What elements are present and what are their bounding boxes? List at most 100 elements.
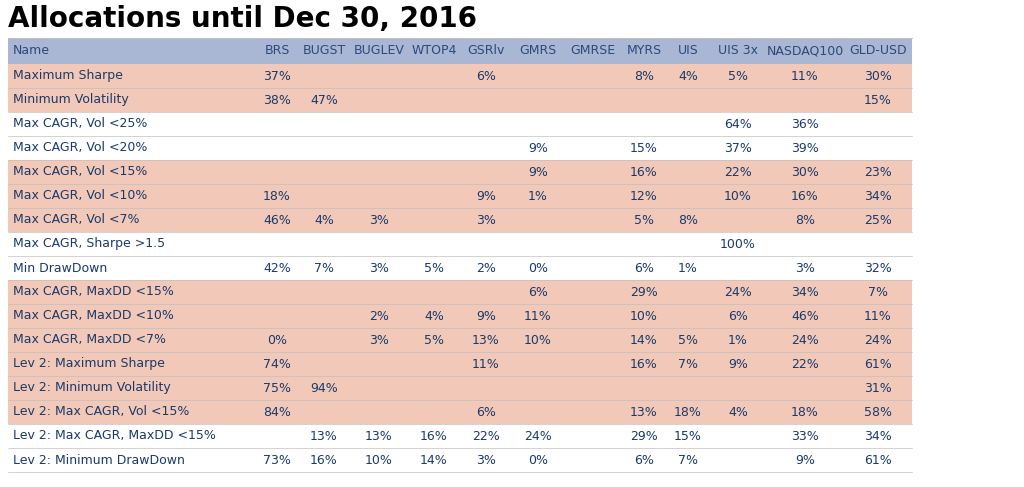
- Text: Name: Name: [13, 44, 50, 57]
- Text: Lev 2: Max CAGR, Vol <15%: Lev 2: Max CAGR, Vol <15%: [13, 406, 189, 418]
- Text: Lev 2: Minimum Volatility: Lev 2: Minimum Volatility: [13, 381, 171, 394]
- Text: 16%: 16%: [630, 357, 657, 371]
- Text: 13%: 13%: [310, 430, 338, 443]
- Text: 9%: 9%: [728, 357, 748, 371]
- Text: 4%: 4%: [314, 213, 334, 226]
- Text: 0%: 0%: [267, 334, 287, 346]
- Text: 3%: 3%: [369, 213, 389, 226]
- Text: MYRS: MYRS: [627, 44, 662, 57]
- Text: 7%: 7%: [314, 262, 334, 275]
- Text: 22%: 22%: [792, 357, 819, 371]
- Text: 15%: 15%: [674, 430, 701, 443]
- Text: Max CAGR, Vol <10%: Max CAGR, Vol <10%: [13, 189, 147, 203]
- Text: NASDAQ100: NASDAQ100: [766, 44, 844, 57]
- Text: 37%: 37%: [724, 142, 752, 154]
- Text: 22%: 22%: [472, 430, 500, 443]
- Text: 61%: 61%: [864, 357, 892, 371]
- Text: GMRSE: GMRSE: [570, 44, 615, 57]
- Text: 4%: 4%: [678, 70, 698, 82]
- Text: Min DrawDown: Min DrawDown: [13, 262, 108, 275]
- Text: UIS: UIS: [678, 44, 698, 57]
- Text: 37%: 37%: [263, 70, 291, 82]
- Text: 5%: 5%: [728, 70, 748, 82]
- Text: 6%: 6%: [634, 262, 654, 275]
- Text: 0%: 0%: [528, 453, 548, 467]
- Text: 6%: 6%: [728, 310, 748, 322]
- Text: 11%: 11%: [524, 310, 552, 322]
- Text: 61%: 61%: [864, 453, 892, 467]
- Text: 16%: 16%: [420, 430, 447, 443]
- Text: 9%: 9%: [528, 142, 548, 154]
- Text: 24%: 24%: [524, 430, 552, 443]
- Text: 18%: 18%: [674, 406, 701, 418]
- Text: 34%: 34%: [864, 189, 892, 203]
- Text: 2%: 2%: [369, 310, 389, 322]
- Text: 9%: 9%: [528, 166, 548, 179]
- Text: Max CAGR, Sharpe >1.5: Max CAGR, Sharpe >1.5: [13, 238, 165, 250]
- Bar: [8, 328, 912, 352]
- Text: Max CAGR, Vol <20%: Max CAGR, Vol <20%: [13, 142, 147, 154]
- Text: UIS 3x: UIS 3x: [718, 44, 758, 57]
- Text: 74%: 74%: [263, 357, 291, 371]
- Text: 1%: 1%: [728, 334, 748, 346]
- Text: 34%: 34%: [792, 285, 819, 299]
- Bar: [8, 112, 912, 136]
- Text: 38%: 38%: [263, 94, 291, 107]
- Text: 13%: 13%: [630, 406, 657, 418]
- Text: 12%: 12%: [630, 189, 657, 203]
- Text: BUGLEV: BUGLEV: [353, 44, 404, 57]
- Text: 5%: 5%: [424, 262, 444, 275]
- Bar: [8, 376, 912, 400]
- Text: 31%: 31%: [864, 381, 892, 394]
- Text: GLD-USD: GLD-USD: [849, 44, 907, 57]
- Text: 29%: 29%: [630, 430, 657, 443]
- Text: 6%: 6%: [634, 453, 654, 467]
- Text: 7%: 7%: [868, 285, 888, 299]
- Text: 3%: 3%: [369, 262, 389, 275]
- Bar: [8, 208, 912, 232]
- Text: 24%: 24%: [792, 334, 819, 346]
- Text: BRS: BRS: [264, 44, 290, 57]
- Text: 16%: 16%: [310, 453, 338, 467]
- Text: Max CAGR, Vol <15%: Max CAGR, Vol <15%: [13, 166, 147, 179]
- Text: 73%: 73%: [263, 453, 291, 467]
- Bar: [8, 184, 912, 208]
- Text: 16%: 16%: [630, 166, 657, 179]
- Text: 32%: 32%: [864, 262, 892, 275]
- Text: 75%: 75%: [263, 381, 291, 394]
- Text: 34%: 34%: [864, 430, 892, 443]
- Bar: [8, 38, 912, 64]
- Text: 10%: 10%: [724, 189, 752, 203]
- Text: 13%: 13%: [472, 334, 500, 346]
- Text: 4%: 4%: [424, 310, 444, 322]
- Text: 7%: 7%: [678, 357, 698, 371]
- Text: 8%: 8%: [634, 70, 654, 82]
- Text: 8%: 8%: [678, 213, 698, 226]
- Text: 0%: 0%: [528, 262, 548, 275]
- Text: Minimum Volatility: Minimum Volatility: [13, 94, 129, 107]
- Text: 16%: 16%: [792, 189, 819, 203]
- Text: 33%: 33%: [792, 430, 819, 443]
- Text: Max CAGR, Vol <25%: Max CAGR, Vol <25%: [13, 117, 147, 131]
- Text: 3%: 3%: [369, 334, 389, 346]
- Text: Allocations until Dec 30, 2016: Allocations until Dec 30, 2016: [8, 5, 477, 33]
- Text: Lev 2: Minimum DrawDown: Lev 2: Minimum DrawDown: [13, 453, 185, 467]
- Text: 10%: 10%: [524, 334, 552, 346]
- Text: 39%: 39%: [792, 142, 819, 154]
- Text: 24%: 24%: [724, 285, 752, 299]
- Text: 11%: 11%: [792, 70, 819, 82]
- Text: BUGST: BUGST: [302, 44, 346, 57]
- Bar: [8, 136, 912, 160]
- Text: 11%: 11%: [864, 310, 892, 322]
- Text: 18%: 18%: [792, 406, 819, 418]
- Text: GMRS: GMRS: [519, 44, 557, 57]
- Text: Lev 2: Max CAGR, MaxDD <15%: Lev 2: Max CAGR, MaxDD <15%: [13, 430, 216, 443]
- Text: 42%: 42%: [263, 262, 291, 275]
- Text: 5%: 5%: [634, 213, 654, 226]
- Text: Max CAGR, MaxDD <15%: Max CAGR, MaxDD <15%: [13, 285, 174, 299]
- Bar: [8, 88, 912, 112]
- Text: 22%: 22%: [724, 166, 752, 179]
- Text: 9%: 9%: [476, 310, 496, 322]
- Bar: [8, 280, 912, 304]
- Text: 5%: 5%: [678, 334, 698, 346]
